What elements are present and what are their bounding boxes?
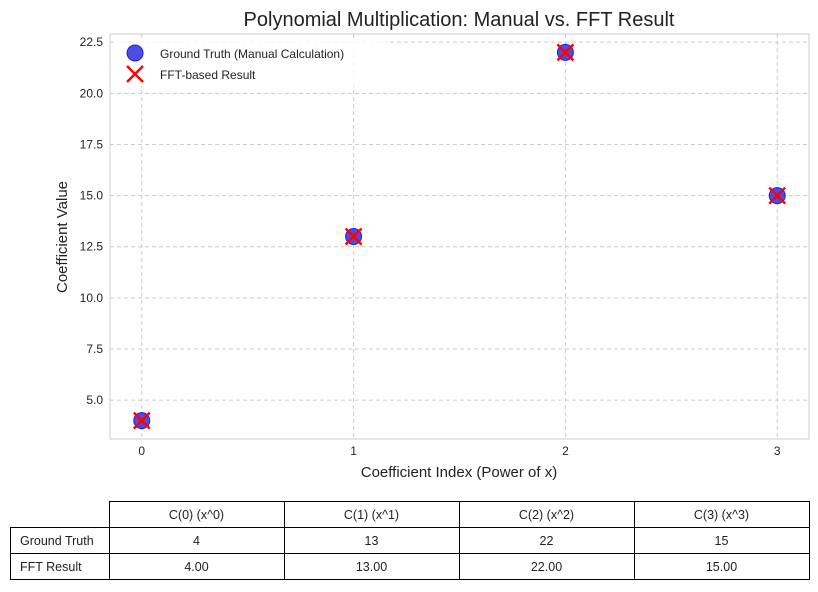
legend-entry-fft: FFT-based Result [160, 68, 256, 82]
table-row: Ground Truth 4 13 22 15 [10, 527, 810, 554]
y-axis-ticks: 5.0 7.5 10.0 12.5 15.0 17.5 20.0 22.5 [80, 35, 104, 407]
row-label: Ground Truth [10, 527, 110, 554]
fft-result-point [344, 227, 363, 246]
table-row: FFT Result 4.00 13.00 22.00 15.00 [10, 553, 810, 580]
data-table: C(0) (x^0) C(1) (x^1) C(2) (x^2) C(3) (x… [10, 501, 810, 580]
x-tick-label: 3 [774, 444, 781, 458]
x-tick-label: 2 [562, 444, 569, 458]
table-corner [11, 502, 110, 528]
table-cell: 22.00 [458, 553, 635, 580]
data-points [132, 43, 787, 430]
table-header-row: C(0) (x^0) C(1) (x^1) C(2) (x^2) C(3) (x… [11, 501, 810, 528]
column-header: C(3) (x^3) [633, 501, 810, 528]
table-cell: 13.00 [283, 553, 460, 580]
fft-result-point [132, 411, 151, 430]
y-tick-label: 5.0 [86, 393, 103, 407]
table-cell: 15.00 [633, 553, 810, 580]
grid-lines [110, 34, 809, 439]
table-cell: 15 [633, 527, 810, 554]
row-label: FFT Result [10, 553, 110, 580]
legend-entry-ground-truth: Ground Truth (Manual Calculation) [160, 47, 344, 61]
column-header: C(0) (x^0) [108, 501, 285, 528]
y-tick-label: 10.0 [80, 291, 104, 305]
y-tick-label: 12.5 [80, 240, 104, 254]
legend-circle-marker-icon [126, 44, 144, 62]
y-tick-label: 17.5 [80, 137, 104, 151]
scatter-chart: Polynomial Multiplication: Manual vs. FF… [54, 9, 810, 481]
column-header: C(2) (x^2) [458, 501, 635, 528]
x-tick-label: 0 [138, 444, 145, 458]
y-axis-label: Coefficient Value [54, 181, 71, 293]
table-cell: 13 [283, 527, 460, 554]
x-axis-label: Coefficient Index (Power of x) [361, 464, 557, 481]
table-cell: 4 [108, 527, 285, 554]
table-cell: 4.00 [108, 553, 285, 580]
fft-result-point [556, 43, 575, 62]
chart-title: Polynomial Multiplication: Manual vs. FF… [244, 9, 675, 31]
x-tick-label: 1 [350, 444, 357, 458]
y-tick-label: 7.5 [86, 342, 103, 356]
table-cell: 22 [458, 527, 635, 554]
plot-area [109, 33, 810, 440]
y-tick-label: 20.0 [80, 86, 104, 100]
fft-result-point [768, 186, 787, 205]
column-header: C(1) (x^1) [283, 501, 460, 528]
y-tick-label: 22.5 [80, 35, 104, 49]
y-tick-label: 15.0 [80, 189, 104, 203]
legend: Ground Truth (Manual Calculation) FFT-ba… [116, 38, 386, 86]
x-axis-ticks: 0 1 2 3 [138, 444, 780, 458]
